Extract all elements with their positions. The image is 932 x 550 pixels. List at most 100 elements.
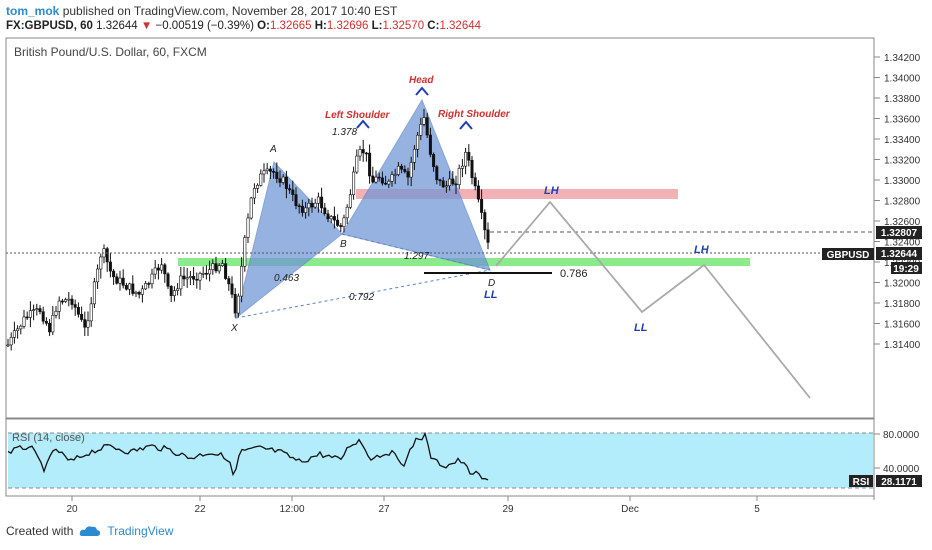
- candle-body: [409, 162, 413, 178]
- point-x-label: X: [230, 323, 238, 334]
- low-label: L:: [371, 20, 383, 32]
- candle-body: [32, 309, 36, 311]
- candle-body: [384, 182, 388, 185]
- candle-body: [64, 299, 68, 302]
- tradingview-brand[interactable]: TradingView: [107, 524, 174, 538]
- candle-body: [316, 196, 320, 204]
- candle-body: [169, 286, 173, 296]
- ratio-0792-label: 0.792: [349, 292, 374, 303]
- symbol-tag: [822, 248, 874, 260]
- price-tick-label: 1.34200: [884, 53, 921, 64]
- price-tick-label: 1.31600: [884, 320, 921, 331]
- candle-body: [307, 203, 311, 209]
- candle-body: [243, 237, 247, 267]
- head-label: Head: [409, 75, 434, 86]
- candle-body: [374, 176, 378, 183]
- candle-body: [115, 276, 119, 284]
- candle-body: [393, 174, 397, 176]
- candle-body: [16, 328, 20, 331]
- candle-body: [80, 313, 84, 320]
- candle-body: [188, 276, 192, 278]
- candle-body: [345, 206, 349, 219]
- price-tick-label: 1.32800: [884, 197, 921, 208]
- candle-body: [288, 188, 292, 191]
- candlestick-series: [6, 108, 490, 351]
- price-tick-label: 1.33600: [884, 115, 921, 126]
- candle-body: [480, 198, 484, 213]
- candle-body: [150, 273, 154, 285]
- price-tag: [876, 247, 922, 260]
- candle-body: [483, 212, 487, 231]
- candle-body: [435, 166, 439, 181]
- candle-body: [246, 217, 250, 238]
- candle-body: [9, 337, 13, 346]
- candle-body: [195, 278, 199, 281]
- candle-body: [54, 311, 58, 316]
- candle-body: [262, 170, 266, 175]
- candle-body: [473, 177, 477, 187]
- candle-body: [76, 307, 80, 315]
- candle-body: [214, 263, 218, 272]
- rsi-tick-80: 80.0000: [883, 430, 920, 441]
- ratio-1297-label: 1.297: [404, 251, 429, 262]
- candle-body: [108, 261, 112, 272]
- candle-body: [163, 264, 167, 275]
- candle-body: [380, 177, 384, 184]
- candle-body: [89, 303, 93, 322]
- change-value: −0.00519 (−0.39%): [155, 20, 254, 32]
- candle-body: [86, 320, 90, 328]
- candle-body: [131, 283, 135, 294]
- lh-label-2: LH: [694, 244, 710, 256]
- point-b-label: B: [340, 239, 347, 250]
- rsi-value-tag: [876, 475, 922, 487]
- candle-body: [144, 283, 148, 290]
- author-link[interactable]: tom_mok: [6, 4, 60, 18]
- time-axis[interactable]: 20 22 12:00 27 29 Dec 5: [66, 496, 760, 515]
- candle-body: [185, 277, 189, 280]
- cloud-logo-icon: [80, 526, 101, 536]
- pattern-xab-triangle[interactable]: [235, 160, 343, 320]
- candle-body: [112, 270, 116, 278]
- candle-body: [377, 176, 381, 179]
- rsi-value-text: 28.1171: [881, 477, 917, 488]
- symbol-tag-text: GBPUSD: [827, 250, 870, 261]
- candle-body: [121, 277, 125, 286]
- low-value: 1.32570: [382, 20, 425, 32]
- main-pane[interactable]: [5, 37, 875, 419]
- candle-body: [342, 217, 346, 227]
- candle-body: [137, 291, 141, 295]
- candle-body: [406, 171, 410, 178]
- candle-body: [390, 174, 394, 182]
- price-tag-text: 1.32644: [881, 249, 918, 260]
- candle-body: [166, 273, 170, 287]
- ratio-0786-label: 0.786: [560, 268, 588, 280]
- candle-body: [57, 300, 61, 312]
- x-d-dashed-line: [235, 269, 491, 319]
- candle-body: [457, 168, 461, 185]
- symbol-label: FX:GBPUSD, 60: [6, 20, 93, 32]
- candle-body: [313, 202, 317, 208]
- candle-body: [233, 294, 237, 314]
- candle-body: [419, 124, 423, 136]
- price-tick-label: 1.31400: [884, 340, 921, 351]
- ll-label-1: LL: [484, 289, 498, 301]
- candle-body: [220, 263, 224, 266]
- candle-body: [28, 310, 32, 318]
- ratio-0463-label: 0.463: [274, 273, 299, 284]
- candle-body: [41, 311, 45, 322]
- candle-body: [73, 304, 77, 308]
- candle-body: [448, 178, 452, 187]
- ohlc-line: FX:GBPUSD, 60 1.32644 ▼ −0.00519 (−0.39%…: [6, 20, 481, 32]
- candle-body: [156, 267, 160, 271]
- resistance-zone[interactable]: [356, 189, 678, 199]
- published-text: published on TradingView.com, November 2…: [62, 4, 398, 18]
- projection-path[interactable]: [495, 200, 811, 399]
- candle-body: [323, 207, 327, 215]
- candle-body: [44, 320, 48, 324]
- high-label: H:: [314, 20, 327, 32]
- high-value: 1.32696: [326, 20, 369, 32]
- countdown-tag: [891, 262, 922, 274]
- candle-body: [224, 263, 228, 279]
- price-axis[interactable]: 1.34200 1.34000 1.33800 1.33600 1.33400 1.332…: [874, 53, 921, 351]
